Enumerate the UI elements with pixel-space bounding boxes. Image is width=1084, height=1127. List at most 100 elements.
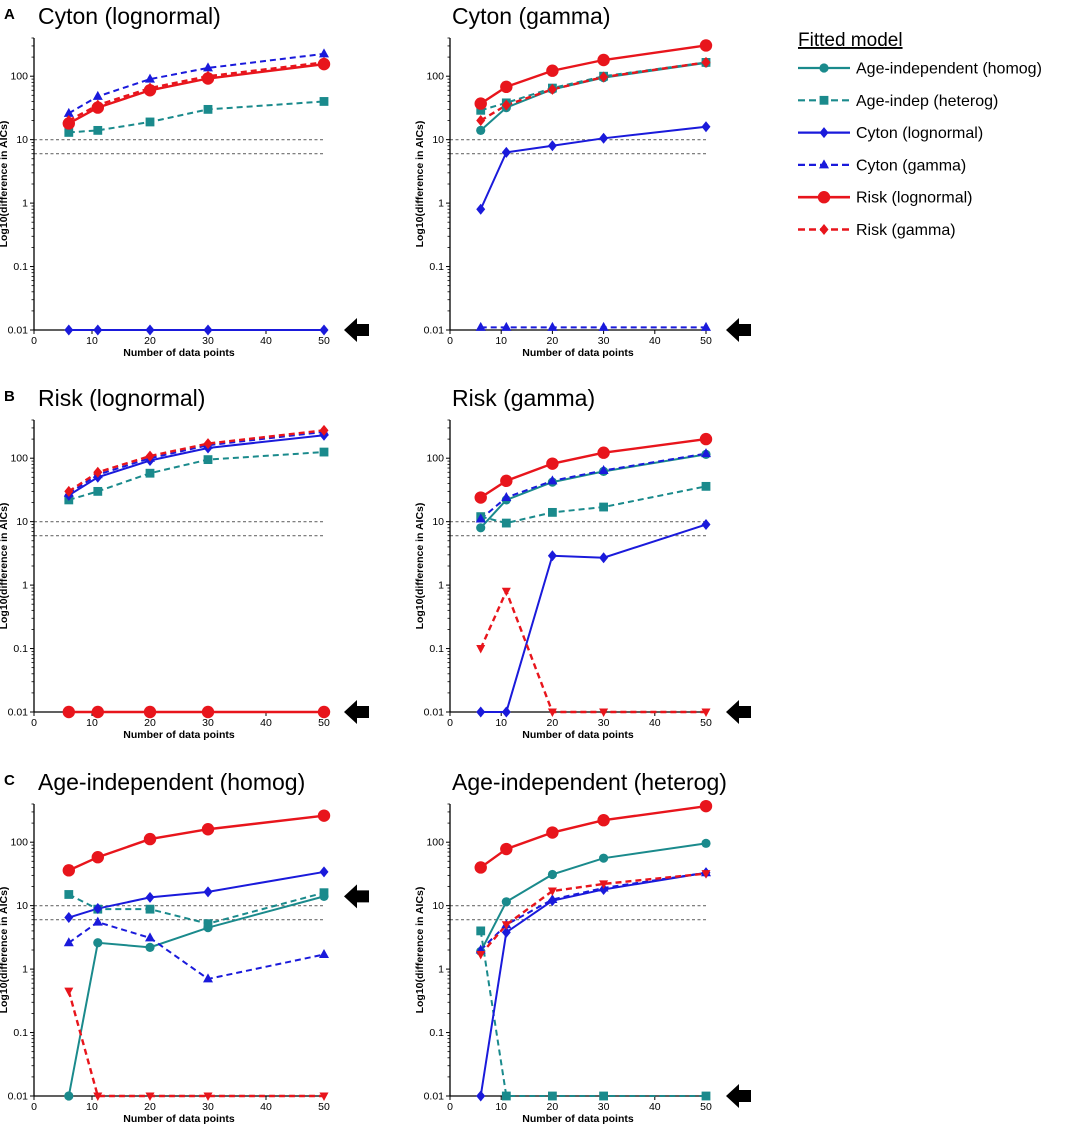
legend-label: Risk (gamma)	[856, 222, 956, 239]
y-tick-label: 0.01	[424, 325, 445, 337]
data-point-cyton_logn	[476, 1090, 486, 1102]
x-axis-label: Number of data points	[123, 347, 235, 359]
x-tick-label: 10	[495, 1101, 507, 1113]
series-line-cyton_gamma	[68, 430, 325, 495]
legend-item-cyton_gamma: Cyton (gamma)	[798, 157, 966, 174]
y-tick-label: 100	[426, 71, 444, 83]
data-point-cyton_gamma	[145, 932, 155, 942]
x-tick-label: 10	[86, 335, 98, 347]
data-point-cyton_gamma	[63, 107, 74, 117]
data-point-cyton_logn	[145, 324, 155, 336]
data-point-ai_heterog	[203, 919, 213, 929]
data-point-risk_gamma	[701, 708, 711, 717]
y-tick-label: 0.01	[424, 1091, 445, 1103]
data-point-risk_logn	[699, 799, 713, 813]
x-tick-label: 10	[86, 717, 98, 729]
data-point-ai_homog	[476, 125, 486, 135]
x-tick-label: 10	[495, 335, 507, 347]
data-point-cyton_gamma	[501, 492, 512, 502]
y-axis-label: Log10(difference in AICs)	[0, 121, 10, 248]
x-tick-label: 50	[700, 717, 712, 729]
series-line-ai_homog	[480, 61, 707, 132]
x-tick-label: 30	[598, 717, 610, 729]
data-point-risk_logn	[474, 861, 487, 874]
x-axis-label: Number of data points	[522, 1113, 634, 1125]
data-point-ai_heterog	[501, 1091, 511, 1101]
reference-model-arrow-icon	[344, 318, 369, 342]
x-tick-label: 20	[547, 335, 559, 347]
data-point-cyton_gamma	[547, 894, 558, 904]
data-point-ai_heterog	[145, 117, 155, 127]
data-point-ai_homog	[93, 938, 103, 948]
data-point-ai_homog	[145, 942, 155, 952]
y-tick-label: 100	[426, 837, 444, 849]
series-line-cyton_logn	[479, 125, 707, 210]
y-tick-label: 0.01	[8, 325, 29, 337]
data-point-risk_logn	[201, 823, 215, 836]
data-point-cyton_gamma	[547, 321, 558, 331]
data-point-risk_logn	[91, 101, 105, 114]
series-line-cyton_logn	[68, 434, 325, 497]
data-point-cyton_logn	[64, 912, 74, 924]
series-line-risk_logn	[68, 814, 325, 872]
y-tick-label: 0.1	[429, 261, 444, 273]
data-point-ai_heterog	[319, 447, 329, 457]
data-point-cyton_gamma	[92, 916, 103, 926]
x-axis-label: Number of data points	[123, 1113, 235, 1125]
data-point-risk_gamma	[547, 83, 557, 95]
series-line-ai_heterog	[68, 451, 325, 501]
x-tick-label: 0	[31, 335, 37, 347]
data-point-cyton_logn	[93, 903, 103, 915]
legend-item-cyton_logn: Cyton (lognormal)	[798, 125, 983, 142]
y-tick-label: 10	[432, 516, 444, 528]
data-point-risk_logn	[143, 832, 157, 846]
data-point-risk_logn	[62, 117, 75, 130]
y-tick-label: 10	[16, 900, 28, 912]
panel-title: Cyton (gamma)	[452, 3, 610, 29]
data-point-risk_gamma	[64, 485, 74, 497]
y-tick-label: 10	[432, 900, 444, 912]
data-point-cyton_logn	[319, 866, 329, 878]
data-point-risk_gamma	[203, 1092, 213, 1101]
y-tick-label: 100	[10, 453, 28, 465]
data-point-cyton_logn	[476, 706, 486, 718]
data-point-cyton_logn	[501, 706, 511, 718]
panel-title: Risk (lognormal)	[38, 385, 205, 411]
data-point-ai_heterog	[319, 97, 329, 106]
data-point-cyton_logn	[145, 891, 155, 903]
data-point-risk_gamma	[501, 587, 511, 597]
data-point-risk_logn	[143, 705, 157, 719]
data-point-cyton_gamma	[598, 464, 609, 474]
data-point-risk_logn	[500, 80, 513, 94]
data-point-ai_homog	[547, 869, 558, 880]
y-tick-label: 1	[438, 964, 444, 976]
legend-label: Age-independent (homog)	[856, 61, 1042, 78]
chart-panel-2: Cyton (gamma) 0 10 20 30 40 50 Number of data p…	[414, 3, 751, 359]
x-tick-label: 0	[31, 1101, 37, 1113]
legend-item-ai_heterog: Age-indep (heterog)	[798, 93, 998, 110]
data-point-cyton_logn	[203, 886, 213, 898]
data-point-cyton_logn	[93, 324, 103, 336]
x-tick-label: 20	[547, 1101, 559, 1113]
data-point-ai_heterog	[145, 468, 155, 478]
y-tick-label: 10	[16, 134, 28, 146]
series-line-risk_gamma	[479, 588, 706, 714]
reference-model-arrow-icon	[344, 884, 369, 909]
data-point-risk_logn	[474, 97, 487, 110]
x-tick-label: 50	[318, 717, 330, 729]
y-axis-label: Log10(difference in AICs)	[414, 887, 426, 1014]
data-point-cyton_gamma	[92, 90, 103, 100]
data-point-cyton_gamma	[701, 321, 711, 331]
data-point-risk_logn	[62, 705, 75, 719]
data-point-risk_gamma	[145, 450, 155, 462]
data-point-cyton_gamma	[203, 973, 213, 983]
series-line-risk_gamma	[68, 429, 325, 493]
series-line-cyton_gamma	[480, 871, 707, 951]
data-point-risk_logn	[201, 72, 215, 85]
data-point-cyton_logn	[64, 324, 74, 336]
data-point-ai_heterog	[64, 890, 74, 899]
data-point-ai_homog	[501, 897, 511, 907]
data-point-risk_gamma	[599, 708, 609, 717]
data-point-risk_gamma	[501, 921, 511, 930]
